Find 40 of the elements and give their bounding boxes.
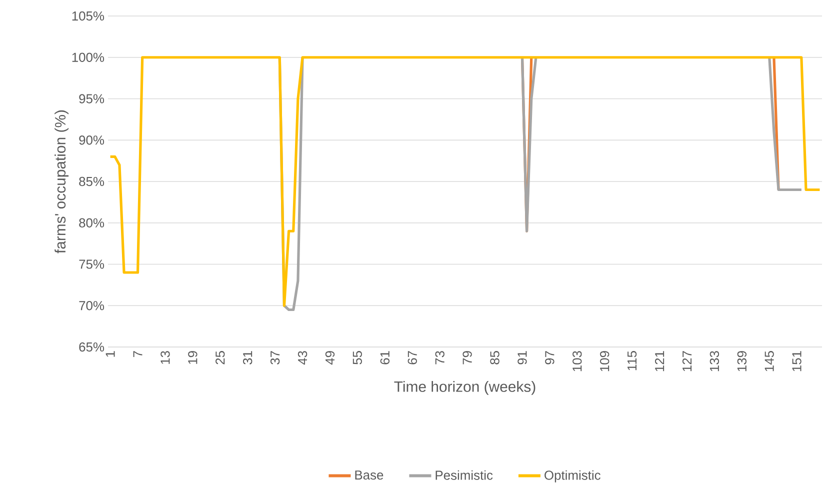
x-tick-label: 31 <box>243 351 252 364</box>
x-tick-label: 91 <box>518 351 527 364</box>
x-tick-label: 73 <box>435 351 444 364</box>
x-tick-label: 67 <box>408 351 417 364</box>
x-tick-label: 109 <box>600 351 610 372</box>
y-tick-label: 100% <box>72 52 104 62</box>
y-tick-label: 90% <box>79 136 104 145</box>
x-tick-label: 13 <box>160 351 170 364</box>
x-tick-label: 25 <box>216 351 225 364</box>
x-tick-label: 1 <box>106 351 115 357</box>
x-tick-label: 133 <box>710 351 720 372</box>
x-tick-label: 97 <box>545 351 554 364</box>
x-tick-label: 127 <box>682 351 692 372</box>
x-tick-label: 151 <box>792 351 802 372</box>
x-tick-label: 55 <box>352 351 362 364</box>
x-tick-label: 103 <box>572 351 582 372</box>
y-tick-label: 95% <box>79 94 104 104</box>
legend-label: Base <box>355 470 384 480</box>
x-tick-label: 85 <box>490 351 500 364</box>
x-tick-label: 19 <box>188 351 198 364</box>
legend-label: Pesimistic <box>436 470 493 480</box>
x-tick-label: 79 <box>462 351 472 364</box>
x-tick-label: 7 <box>133 351 142 358</box>
x-tick-label: 49 <box>325 351 335 365</box>
y-tick-label: 75% <box>79 260 104 269</box>
x-tick-label: 115 <box>628 351 637 370</box>
y-tick-label: 70% <box>79 301 104 310</box>
x-tick-label: 37 <box>270 351 280 364</box>
x-tick-label: 61 <box>380 351 390 364</box>
x-tick-label: 139 <box>737 351 746 372</box>
y-axis-title: farms' occupation (%) <box>54 110 69 254</box>
x-tick-label: 121 <box>655 351 664 372</box>
legend-label: Optimistic <box>544 470 600 482</box>
y-tick-label: 85% <box>79 176 104 186</box>
y-tick-label: 65% <box>79 342 104 352</box>
x-axis-title: Time horizon (weeks) <box>394 380 536 395</box>
x-tick-label: 43 <box>298 351 308 365</box>
y-tick-label: 80% <box>79 218 104 228</box>
y-tick-label: 105% <box>72 11 104 21</box>
x-tick-label: 145 <box>764 351 774 372</box>
